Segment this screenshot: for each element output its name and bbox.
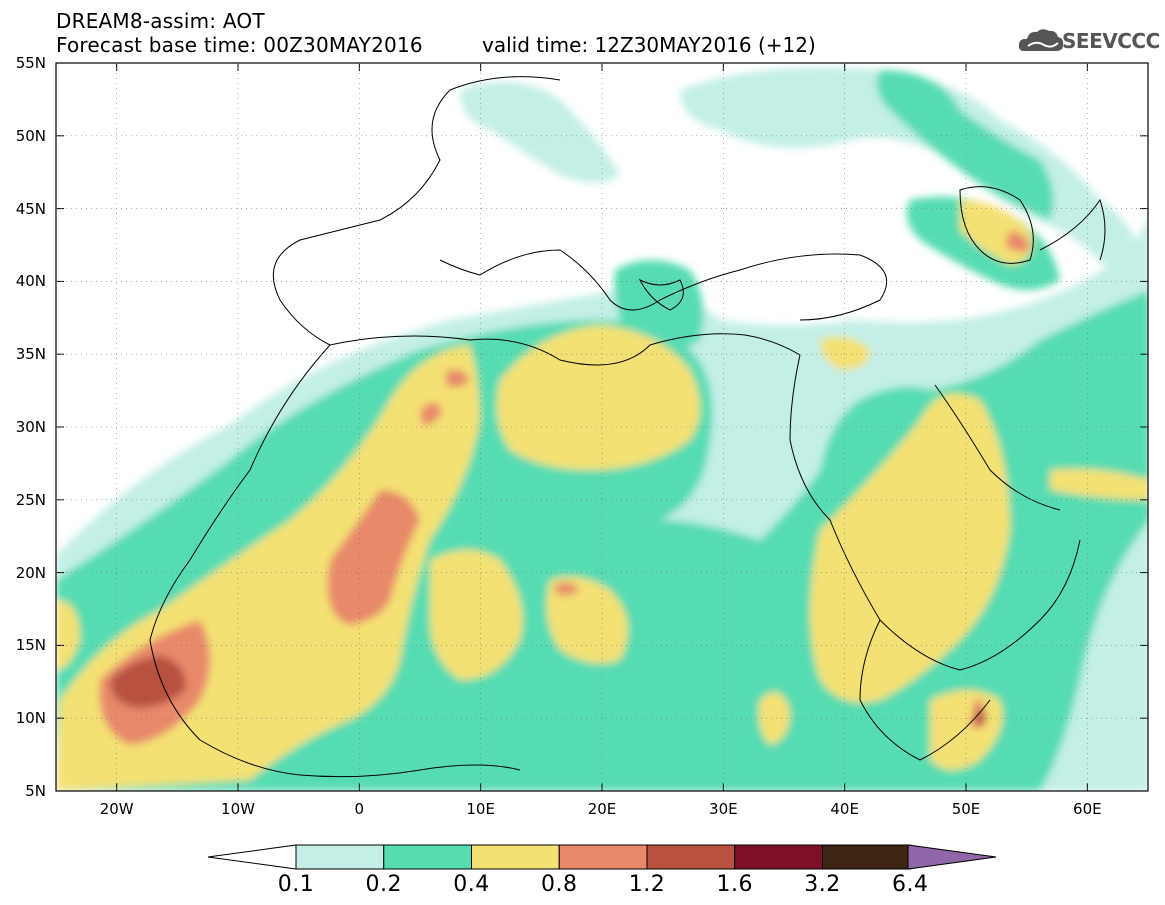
colorbar-label: 6.4	[892, 872, 929, 897]
lat-label: 50N	[15, 126, 46, 145]
axis-ticks	[56, 62, 1148, 792]
colorbar-swatch	[471, 844, 560, 870]
lon-label: 30E	[709, 800, 738, 818]
lat-label: 55N	[15, 54, 46, 72]
colorbar-label: 3.2	[804, 872, 841, 897]
colorbar-swatch	[822, 844, 911, 870]
aot-level-1.2	[110, 655, 986, 726]
lon-label: 20E	[587, 800, 617, 818]
colorbar-label: 0.1	[277, 872, 315, 897]
colorbar-label: 0.4	[453, 872, 490, 897]
lat-label: 40N	[15, 272, 46, 291]
colorbar	[207, 844, 997, 870]
colorbar-swatch	[295, 844, 385, 870]
lon-label: 60E	[1073, 800, 1102, 818]
lat-label: 25N	[15, 490, 46, 509]
lat-label: 20N	[15, 563, 46, 582]
logo-text: SEEVCCC	[1062, 29, 1160, 53]
colorbar-label: 1.2	[628, 872, 666, 897]
lat-label: 5N	[25, 782, 46, 800]
coastlines	[149, 76, 1106, 778]
lat-label: 15N	[15, 636, 46, 655]
aot-field	[56, 63, 1148, 791]
lon-label: 10W	[221, 800, 255, 818]
lon-label: 10E	[466, 800, 495, 818]
colorbar-swatch	[734, 844, 823, 870]
lat-label: 35N	[15, 345, 46, 364]
colorbar-label: 0.8	[541, 872, 578, 897]
lon-label: 20W	[99, 800, 134, 818]
colorbar-swatch	[558, 844, 648, 870]
lon-label: 0	[354, 800, 365, 818]
graticule	[56, 63, 1148, 791]
colorbar-label: 1.6	[716, 872, 753, 897]
valid-time: valid time: 12Z30MAY2016 (+12)	[482, 33, 816, 57]
colorbar-swatch	[646, 844, 736, 870]
map-title: DREAM8-assim: AOT	[56, 9, 265, 33]
colorbar-swatch	[383, 844, 472, 870]
colorbar-high-arrow	[907, 844, 997, 870]
lat-label: 10N	[15, 709, 46, 728]
cloud-logo-icon	[1018, 29, 1064, 51]
forecast-base-time: Forecast base time: 00Z30MAY2016	[56, 33, 423, 57]
colorbar-label: 0.2	[365, 872, 402, 897]
lat-label: 45N	[15, 199, 46, 218]
lon-label: 40E	[830, 800, 859, 818]
colorbar-low-arrow	[207, 844, 297, 870]
lat-label: 30N	[15, 418, 46, 436]
lon-label: 50E	[951, 800, 981, 818]
